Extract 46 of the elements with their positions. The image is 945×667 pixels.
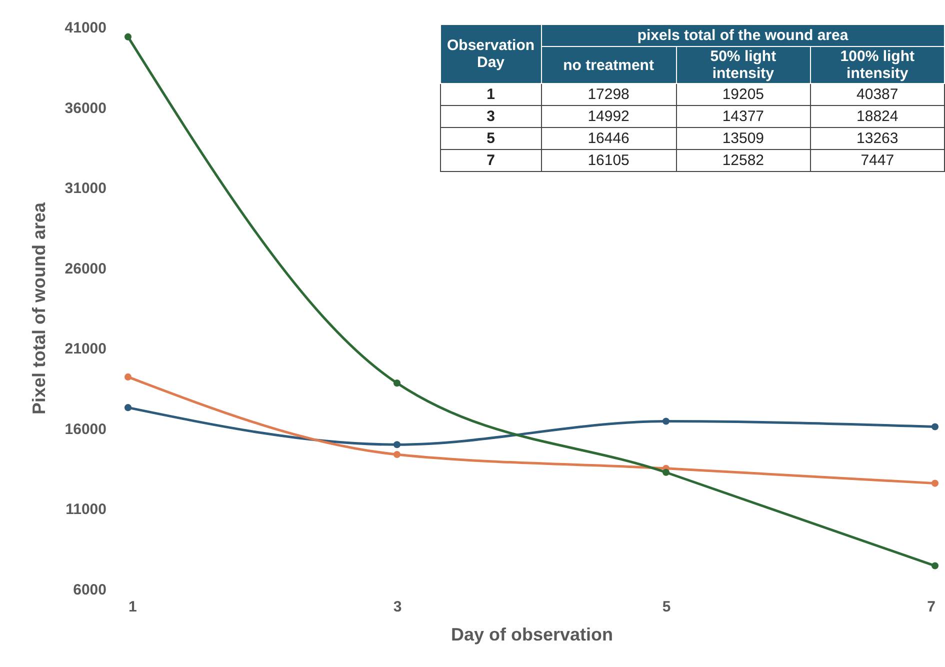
x-tick-label: 100% light intensity [810, 46, 944, 84]
y-tick-label: 3 [440, 106, 542, 128]
data-label: 19205 [676, 84, 810, 106]
point [662, 418, 670, 425]
x-tick-label: 3 [393, 598, 402, 616]
y-tick-label: 26000 [64, 260, 106, 278]
data-label: 14992 [541, 106, 676, 128]
point [931, 423, 939, 430]
point [124, 33, 132, 40]
point [931, 562, 939, 570]
y-tick-label: 21000 [64, 340, 106, 358]
y-tick-label: 5 [440, 128, 542, 150]
y-axis-title: Observation Day [440, 24, 542, 84]
data-label: 16105 [541, 150, 676, 172]
data-label: 12582 [676, 150, 810, 172]
data-label: 40387 [810, 84, 944, 106]
point [393, 450, 401, 458]
y-tick-label: 36000 [64, 100, 106, 117]
point [393, 380, 401, 387]
data-label: 7447 [810, 150, 944, 172]
y-tick-label: 1 [440, 84, 542, 106]
y-tick-label: 16000 [64, 420, 106, 438]
y-tick-label: 6000 [73, 582, 106, 598]
x-tick-label: 5 [662, 598, 671, 616]
x-tick-label: 1 [128, 598, 137, 616]
x-axis-title: Day of observation [450, 624, 614, 644]
data-label: 14377 [676, 106, 810, 128]
point [393, 441, 401, 448]
point [662, 468, 670, 476]
y-tick-label: 41000 [64, 20, 106, 36]
x-tick-label: 50% light intensity [676, 46, 810, 84]
point [124, 404, 132, 412]
x-tick-label: 7 [927, 598, 936, 616]
chart-title: pixels total of the wound area [541, 24, 944, 46]
y-tick-label: 31000 [64, 180, 106, 198]
x-tick-label: no treatment [541, 46, 676, 84]
y-tick-label: 7 [440, 150, 542, 172]
point [124, 373, 132, 380]
data-label: 13509 [676, 128, 810, 150]
y-tick-label: 11000 [66, 501, 106, 518]
y-axis-title: Pixel total of wound area [28, 202, 49, 415]
data-label: 18824 [810, 106, 944, 128]
data-label: 17298 [541, 84, 676, 106]
point [931, 480, 939, 487]
data-label: 16446 [541, 128, 676, 150]
data-label: 13263 [810, 128, 944, 150]
